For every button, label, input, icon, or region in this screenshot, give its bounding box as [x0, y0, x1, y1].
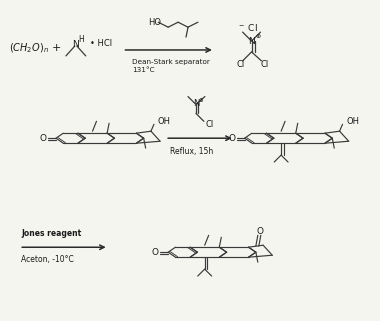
Text: N: N [73, 39, 79, 48]
Text: • HCl: • HCl [90, 39, 112, 48]
Text: O: O [256, 227, 263, 236]
Text: HO: HO [148, 18, 161, 27]
Text: O: O [152, 248, 159, 257]
Text: Cl: Cl [260, 60, 269, 69]
Text: Dean-Stark separator: Dean-Stark separator [132, 59, 210, 65]
Text: +: + [51, 43, 61, 53]
Text: $^-$ Cl: $^-$ Cl [237, 22, 258, 33]
Text: $(CH_2O)_n$: $(CH_2O)_n$ [10, 41, 49, 55]
Text: $\oplus$: $\oplus$ [255, 32, 262, 40]
Text: O: O [228, 134, 235, 143]
Text: Jones reagent: Jones reagent [21, 229, 81, 238]
Text: Aceton, -10°C: Aceton, -10°C [21, 255, 74, 264]
Text: OH: OH [158, 117, 171, 126]
Text: $\oplus$: $\oplus$ [198, 96, 204, 104]
Text: N: N [248, 37, 255, 46]
Text: H: H [78, 35, 84, 44]
Text: N: N [193, 99, 199, 108]
Text: O: O [40, 134, 47, 143]
Text: 131°C: 131°C [132, 67, 155, 73]
Text: Cl: Cl [236, 60, 245, 69]
Text: Cl: Cl [206, 120, 214, 129]
Text: Reflux, 15h: Reflux, 15h [170, 147, 214, 156]
Text: OH: OH [347, 117, 359, 126]
